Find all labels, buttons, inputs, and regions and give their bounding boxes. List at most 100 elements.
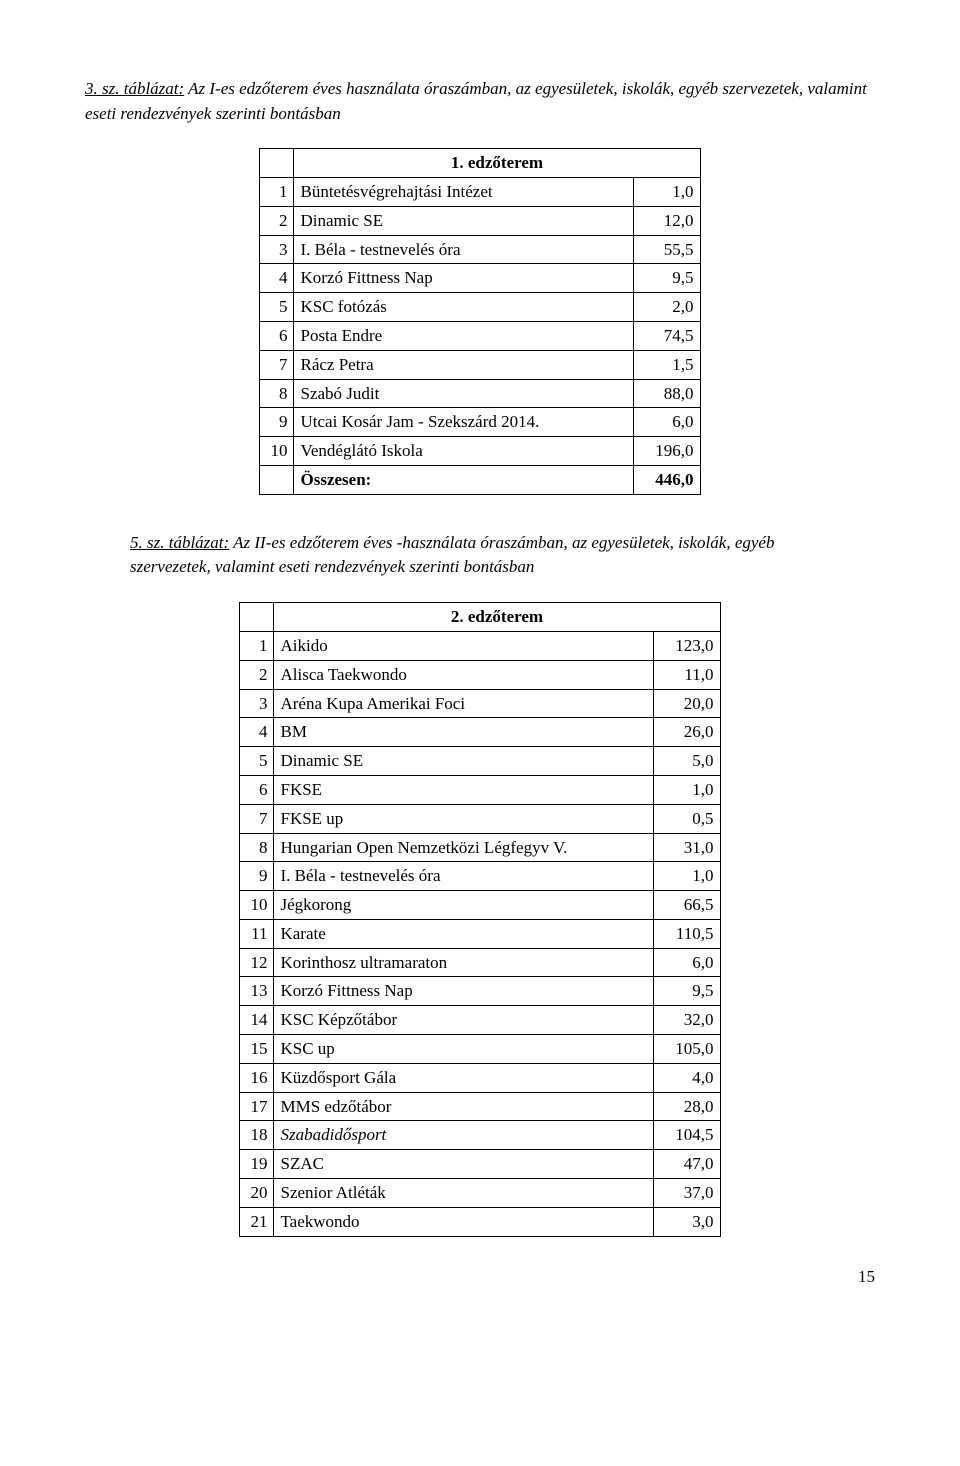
row-value: 28,0: [654, 1092, 720, 1121]
row-label: Vendéglátó Iskola: [294, 437, 634, 466]
sum-value: 446,0: [634, 466, 700, 495]
row-value: 123,0: [654, 631, 720, 660]
row-number: 17: [240, 1092, 274, 1121]
row-value: 6,0: [634, 408, 700, 437]
row-label: KSC Képzőtábor: [274, 1006, 654, 1035]
sum-label: Összesen:: [294, 466, 634, 495]
row-value: 74,5: [634, 322, 700, 351]
row-label: Korzó Fittness Nap: [274, 977, 654, 1006]
table-row: 11Karate110,5: [240, 919, 720, 948]
table-row: 17MMS edzőtábor28,0: [240, 1092, 720, 1121]
row-number: 2: [260, 206, 294, 235]
row-number: 3: [240, 689, 274, 718]
table-row: 9Utcai Kosár Jam - Szekszárd 2014.6,0: [260, 408, 700, 437]
table-row: 9I. Béla - testnevelés óra1,0: [240, 862, 720, 891]
table-row: 10Vendéglátó Iskola196,0: [260, 437, 700, 466]
table1-header: 1. edzőterem: [294, 149, 700, 178]
row-number: 16: [240, 1063, 274, 1092]
row-label: Alisca Taekwondo: [274, 660, 654, 689]
row-value: 105,0: [654, 1035, 720, 1064]
row-label: Korinthosz ultramaraton: [274, 948, 654, 977]
row-label: MMS edzőtábor: [274, 1092, 654, 1121]
table1-sum-row: Összesen:446,0: [260, 466, 700, 495]
table-row: 12Korinthosz ultramaraton6,0: [240, 948, 720, 977]
table-row: 2Dinamic SE12,0: [260, 206, 700, 235]
table-row: 2Alisca Taekwondo11,0: [240, 660, 720, 689]
table2-caption-prefix: 5. sz. táblázat:: [130, 533, 229, 552]
row-number: 13: [240, 977, 274, 1006]
table2-caption: 5. sz. táblázat: Az II-es edzőterem éves…: [130, 531, 830, 580]
row-value: 1,0: [654, 862, 720, 891]
table-row: 5KSC fotózás2,0: [260, 293, 700, 322]
table-2: 2. edzőterem1Aikido123,02Alisca Taekwond…: [239, 602, 720, 1237]
row-value: 1,5: [634, 350, 700, 379]
row-value: 5,0: [654, 747, 720, 776]
row-number: 7: [260, 350, 294, 379]
row-number: 5: [240, 747, 274, 776]
table-row: 6FKSE1,0: [240, 775, 720, 804]
table-row: 7FKSE up0,5: [240, 804, 720, 833]
row-value: 4,0: [654, 1063, 720, 1092]
sum-blank: [260, 466, 294, 495]
row-number: 3: [260, 235, 294, 264]
table-row: 21Taekwondo3,0: [240, 1207, 720, 1236]
row-label: FKSE up: [274, 804, 654, 833]
row-label: I. Béla - testnevelés óra: [274, 862, 654, 891]
row-value: 37,0: [654, 1179, 720, 1208]
row-value: 12,0: [634, 206, 700, 235]
row-number: 6: [260, 322, 294, 351]
row-label: Küzdősport Gála: [274, 1063, 654, 1092]
row-label: Szabadidősport: [274, 1121, 654, 1150]
row-label: I. Béla - testnevelés óra: [294, 235, 634, 264]
row-label: SZAC: [274, 1150, 654, 1179]
row-value: 196,0: [634, 437, 700, 466]
table-row: 19SZAC47,0: [240, 1150, 720, 1179]
table-row: 18Szabadidősport104,5: [240, 1121, 720, 1150]
row-number: 10: [260, 437, 294, 466]
table-row: 4BM26,0: [240, 718, 720, 747]
row-label: KSC up: [274, 1035, 654, 1064]
page-number: 15: [85, 1267, 875, 1287]
row-number: 20: [240, 1179, 274, 1208]
row-value: 9,5: [634, 264, 700, 293]
row-label: Aréna Kupa Amerikai Foci: [274, 689, 654, 718]
row-label: BM: [274, 718, 654, 747]
table1-header-blank: [260, 149, 294, 178]
table2-header: 2. edzőterem: [274, 603, 720, 632]
row-value: 0,5: [654, 804, 720, 833]
row-number: 11: [240, 919, 274, 948]
row-value: 55,5: [634, 235, 700, 264]
row-value: 32,0: [654, 1006, 720, 1035]
row-value: 31,0: [654, 833, 720, 862]
row-number: 19: [240, 1150, 274, 1179]
row-number: 8: [260, 379, 294, 408]
table-row: 13Korzó Fittness Nap9,5: [240, 977, 720, 1006]
table2-header-blank: [240, 603, 274, 632]
row-value: 88,0: [634, 379, 700, 408]
row-number: 14: [240, 1006, 274, 1035]
row-value: 2,0: [634, 293, 700, 322]
row-value: 6,0: [654, 948, 720, 977]
table-row: 15KSC up105,0: [240, 1035, 720, 1064]
row-value: 104,5: [654, 1121, 720, 1150]
table-row: 3I. Béla - testnevelés óra55,5: [260, 235, 700, 264]
row-label: Utcai Kosár Jam - Szekszárd 2014.: [294, 408, 634, 437]
row-value: 26,0: [654, 718, 720, 747]
row-number: 9: [240, 862, 274, 891]
row-label: Taekwondo: [274, 1207, 654, 1236]
row-label: Jégkorong: [274, 891, 654, 920]
row-number: 7: [240, 804, 274, 833]
row-value: 47,0: [654, 1150, 720, 1179]
row-number: 10: [240, 891, 274, 920]
table-row: 10Jégkorong66,5: [240, 891, 720, 920]
row-number: 4: [240, 718, 274, 747]
row-number: 8: [240, 833, 274, 862]
table-row: 8Hungarian Open Nemzetközi Légfegyv V.31…: [240, 833, 720, 862]
row-number: 18: [240, 1121, 274, 1150]
table-row: 20Szenior Atléták37,0: [240, 1179, 720, 1208]
table-row: 1Aikido123,0: [240, 631, 720, 660]
row-value: 110,5: [654, 919, 720, 948]
table1-caption-prefix: 3. sz. táblázat:: [85, 79, 184, 98]
row-number: 21: [240, 1207, 274, 1236]
row-value: 9,5: [654, 977, 720, 1006]
